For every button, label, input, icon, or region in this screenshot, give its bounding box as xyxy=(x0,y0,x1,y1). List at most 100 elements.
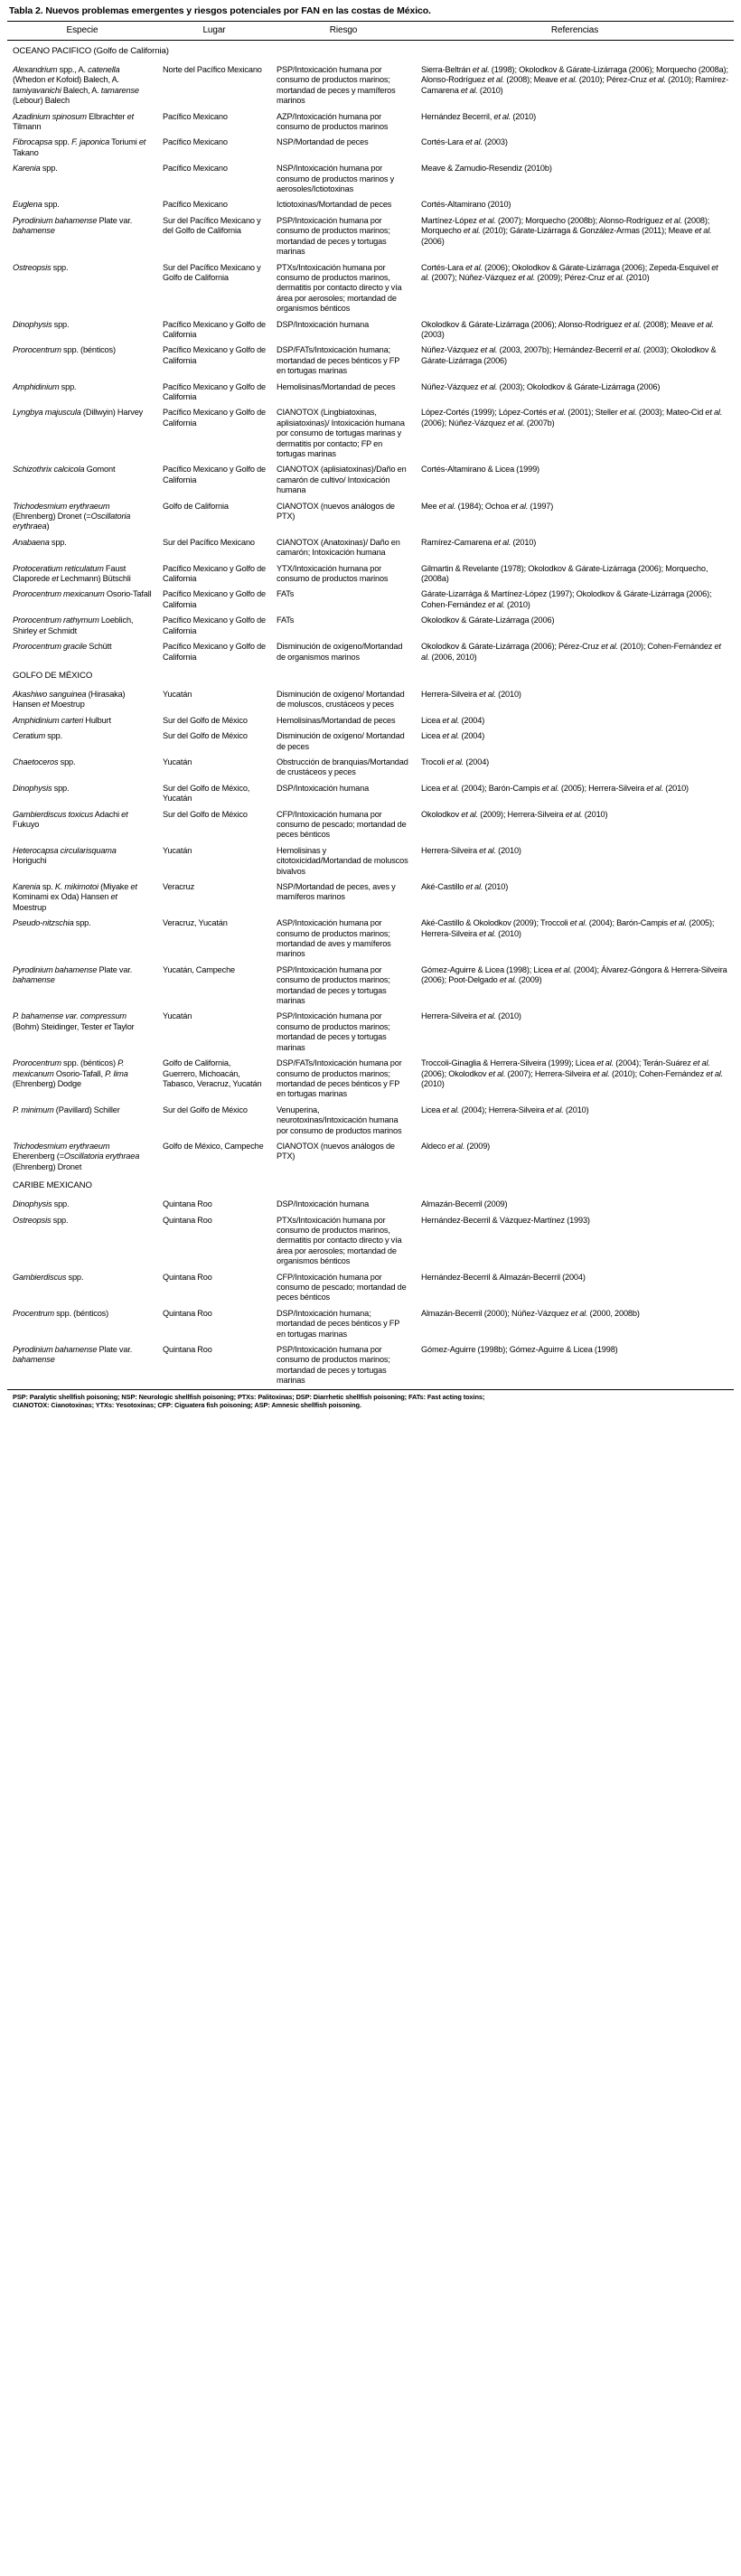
cell-especie: Gambierdiscus toxicus Adachi et Fukuyo xyxy=(13,809,128,829)
table-row: Prorocentrum spp. (bénticos) P. mexicanu… xyxy=(7,1056,734,1103)
cell-especie: Pyrodinium bahamense Plate var. bahamens… xyxy=(13,215,133,236)
cell-especie: Anabaena spp. xyxy=(13,537,67,547)
cell-riesgo: Disminución de oxígeno/ Mortandad de pec… xyxy=(277,731,405,751)
table-row: Dinophysis spp. Sur del Golfo de México, … xyxy=(7,781,734,807)
table-row: Pseudo-nitzschia spp. Veracruz, Yucatán AS… xyxy=(7,916,734,963)
cell-riesgo: DSP/Intoxicación humana; mortandad de pe… xyxy=(277,1308,400,1339)
cell-referencias: Licea et al. (2004) xyxy=(421,715,485,725)
cell-especie: Prorocentrum spp. (bénticos) P. mexicanu… xyxy=(13,1058,128,1088)
table-row: Prorocentrum rathymum Loeblich, Shirley … xyxy=(7,613,734,639)
cell-riesgo: FATs xyxy=(277,616,295,625)
cell-lugar: Pacífico Mexicano y Golfo de California xyxy=(163,319,266,339)
cell-especie: Pyrodinium bahamense Plate var. bahamens… xyxy=(13,964,133,985)
cell-lugar: Pacífico Mexicano y Golfo de California xyxy=(163,381,266,401)
cell-especie: Amphidinium spp. xyxy=(13,381,77,391)
table-row: Lyngbya majuscula (Dillwyin) Harvey Pacíf… xyxy=(7,405,734,462)
table-row: P. minimum (Pavillard) Schiller Sur del G… xyxy=(7,1103,734,1139)
cell-lugar: Sur del Golfo de México xyxy=(163,715,248,725)
cell-especie: Ostreopsis spp. xyxy=(13,1215,69,1225)
table-row: Chaetoceros spp. Yucatán Obstrucción de br… xyxy=(7,755,734,781)
cell-riesgo: NSP/Mortandad de peces xyxy=(277,137,369,147)
cell-referencias: Troccoli-Ginaglia & Herrera-Silveira (19… xyxy=(421,1058,724,1088)
cell-especie: Azadinium spinosum Elbrachter et Tilmann xyxy=(13,111,135,132)
cell-referencias: Okolodkov et al. (2009); Herrera-Silveir… xyxy=(421,809,608,819)
table-row: Amphidinium spp. Pacífico Mexicano y Golf… xyxy=(7,380,734,406)
cell-referencias: Núñez-Vázquez et al. (2003, 2007b); Hern… xyxy=(421,345,717,365)
cell-riesgo: PSP/Intoxicación humana por consumo de p… xyxy=(277,1011,390,1052)
table-row: Amphidinium carteri Hulburt Sur del Golfo… xyxy=(7,713,734,729)
cell-referencias: Licea et al. (2004) xyxy=(421,731,485,741)
table-row: Ceratium spp. Sur del Golfo de México Dism… xyxy=(7,729,734,755)
cell-especie: Prorocentrum mexicanum Osorio-Tafall xyxy=(13,589,152,599)
fan-table: Especie Lugar Riesgo Referencias OCEANO … xyxy=(7,21,734,1390)
table-row: Procentrum spp. (bénticos) Quintana Roo DS… xyxy=(7,1306,734,1342)
cell-referencias: Gómez-Aguirre (1998b); Gómez-Aguirre & L… xyxy=(416,1342,734,1390)
region-heading-row: GOLFO DE MÉXICO xyxy=(7,665,734,683)
cell-referencias: Hernández Becerril, et al. (2010) xyxy=(421,111,537,121)
cell-especie: Gambierdiscus spp. xyxy=(13,1272,84,1282)
cell-riesgo: NSP/Intoxicación humana por consumo de p… xyxy=(277,164,395,194)
region-heading-row: CARIBE MEXICANO xyxy=(7,1175,734,1193)
cell-lugar: Quintana Roo xyxy=(163,1272,212,1282)
cell-lugar: Sur del Pacífico Mexicano y Golfo de Cal… xyxy=(163,262,261,282)
cell-especie: Pseudo-nitzschia spp. xyxy=(13,918,91,928)
header-row: Especie Lugar Riesgo Referencias xyxy=(7,21,734,41)
table-row: P. bahamense var. compressum (Bohm) Stei… xyxy=(7,1009,734,1056)
column-header-referencias: Referencias xyxy=(416,21,734,41)
table-body: OCEANO PACIFICO (Golfo de California) Ale… xyxy=(7,41,734,1390)
cell-riesgo: PSP/Intoxicación humana por consumo de p… xyxy=(271,1342,416,1390)
table-row: Dinophysis spp. Quintana Roo DSP/Intoxicac… xyxy=(7,1193,734,1212)
cell-riesgo: FATs xyxy=(277,589,295,599)
cell-especie: Schizothrix calcicola Gomont xyxy=(13,465,116,475)
cell-riesgo: CIANOTOX (nuevos análogos de PTX) xyxy=(277,501,395,522)
cell-riesgo: CFP/Intoxicación humana por consumo de p… xyxy=(277,1272,407,1302)
region-heading-row: OCEANO PACIFICO (Golfo de California) xyxy=(7,41,734,60)
cell-referencias: Trocoli et al. (2004) xyxy=(421,757,490,766)
cell-lugar: Pacífico Mexicano y Golfo de California xyxy=(163,345,266,365)
table-row: Ostreopsis spp. Quintana Roo PTXs/Intoxica… xyxy=(7,1213,734,1270)
cell-referencias: Gárate-Lizarrága & Martínez-López (1997)… xyxy=(421,589,712,609)
cell-especie: Amphidinium carteri Hulburt xyxy=(13,715,111,725)
cell-riesgo: CIANOTOX (aplisiatoxinas)/Daño en camaró… xyxy=(277,465,407,495)
cell-referencias: Mee et al. (1984); Ochoa et al. (1997) xyxy=(421,501,554,511)
table-row: Prorocentrum gracile Schütt Pacífico Mexi… xyxy=(7,639,734,665)
cell-riesgo: ASP/Intoxicación humana por consumo de p… xyxy=(277,918,391,959)
table-footnotes: PSP: Paralytic shellfish poisoning; NSP:… xyxy=(7,1390,734,1410)
cell-referencias: Almazán-Becerril (2000); Núñez-Vázquez e… xyxy=(421,1308,640,1318)
cell-lugar: Veracruz xyxy=(163,882,195,891)
cell-especie: Heterocapsa circularisquama Horiguchi xyxy=(13,845,117,866)
cell-riesgo: DSP/Intoxicación humana xyxy=(277,319,370,329)
cell-riesgo: Disminución de oxígeno/ Mortandad de mol… xyxy=(277,689,405,710)
cell-especie: Trichodesmium erythraeum (Ehrenberg) Dro… xyxy=(13,501,131,531)
cell-referencias: Okolodkov & Gárate-Lizárraga (2006); Alo… xyxy=(421,319,714,339)
cell-referencias: Hernández-Becerril & Almazán-Becerril (2… xyxy=(421,1272,586,1282)
table-row: Fibrocapsa spp. F. japonica Toriumi et T… xyxy=(7,135,734,161)
cell-especie: Pyrodinium bahamense Plate var. bahamens… xyxy=(7,1342,157,1390)
cell-riesgo: CIANOTOX (Lingbiatoxinas, aplisiatoxinas… xyxy=(277,408,405,458)
cell-referencias: Gómez-Aguirre & Licea (1998); Licea et a… xyxy=(421,964,727,985)
cell-riesgo: CIANOTOX (nuevos análogos de PTX) xyxy=(277,1141,395,1161)
cell-riesgo: PTXs/Intoxicación humana por consumo de … xyxy=(277,262,402,314)
footnote-line-1: PSP: Paralytic shellfish poisoning; NSP:… xyxy=(13,1392,485,1401)
cell-lugar: Sur del Golfo de México xyxy=(163,809,248,819)
cell-lugar: Pacífico Mexicano xyxy=(163,164,228,174)
cell-lugar: Golfo de México, Campeche xyxy=(163,1141,264,1151)
table-row: Ostreopsis spp. Sur del Pacífico Mexicano… xyxy=(7,260,734,317)
cell-referencias: Cortés-Lara et al. (2003) xyxy=(421,137,508,147)
table-caption: Tabla 2. Nuevos problemas emergentes y r… xyxy=(9,5,431,16)
cell-lugar: Pacífico Mexicano y Golfo de California xyxy=(163,563,266,584)
cell-especie: Trichodesmium erythraeum Eherenberg (=Os… xyxy=(13,1141,140,1171)
cell-riesgo: Hemolisinas/Mortandad de peces xyxy=(277,715,396,725)
cell-riesgo: Hemolisinas/Mortandad de peces xyxy=(277,381,396,391)
cell-riesgo: CIANOTOX (Anatoxinas)/ Daño en camarón; … xyxy=(277,537,400,558)
cell-lugar: Yucatán xyxy=(163,845,192,855)
cell-referencias: Aldeco et al. (2009) xyxy=(421,1141,491,1151)
cell-referencias: Almazán-Becerril (2009) xyxy=(421,1199,508,1209)
cell-especie: P. bahamense var. compressum (Bohm) Stei… xyxy=(13,1011,135,1031)
cell-referencias: Herrera-Silveira et al. (2010) xyxy=(421,689,521,699)
cell-referencias: Herrera-Silveira et al. (2010) xyxy=(421,845,521,855)
cell-especie: Lyngbya majuscula (Dillwyin) Harvey xyxy=(13,408,144,418)
cell-especie: Akashiwo sanguinea (Hirasaka) Hansen et … xyxy=(13,689,126,710)
cell-lugar: Norte del Pacífico Mexicano xyxy=(163,65,262,74)
cell-especie: Chaetoceros spp. xyxy=(13,757,76,766)
